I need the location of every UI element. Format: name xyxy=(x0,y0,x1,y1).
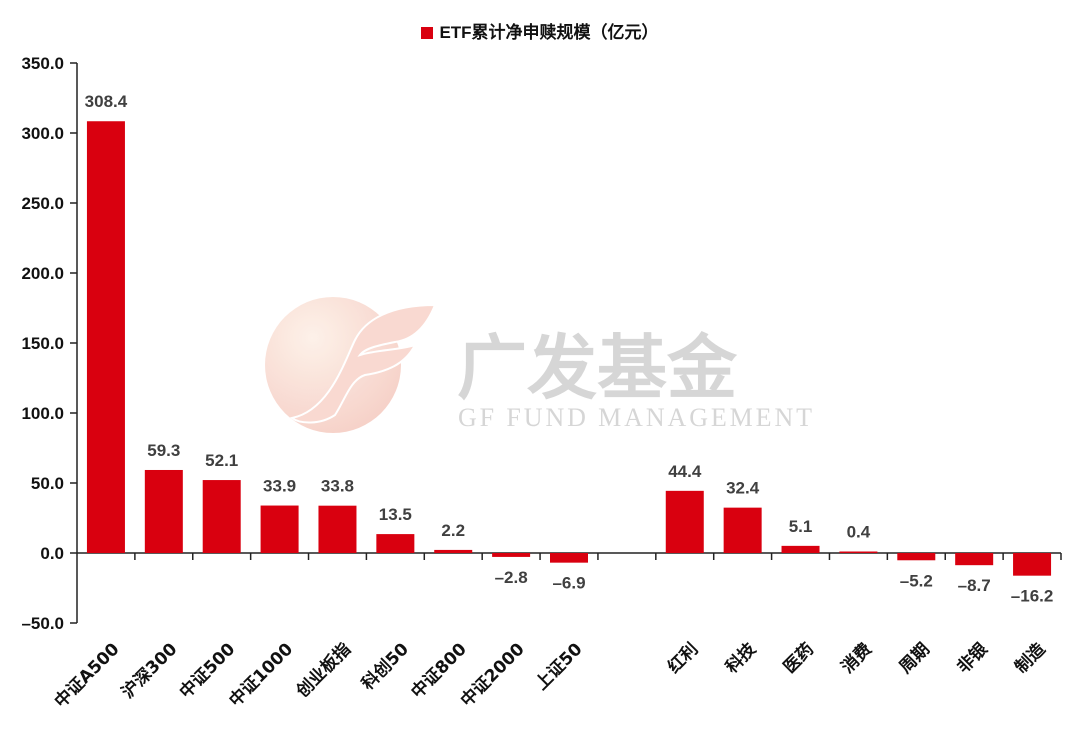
bar xyxy=(955,553,994,566)
data-label: –6.9 xyxy=(552,574,585,593)
bar xyxy=(376,534,415,553)
y-tick-label: –50.0 xyxy=(21,614,64,633)
x-category-label: 医药 xyxy=(779,639,818,678)
y-tick-label: 250.0 xyxy=(21,194,64,213)
watermark-cn-text: 广发基金 xyxy=(457,327,738,409)
data-label: –8.7 xyxy=(958,576,991,595)
y-tick-label: 150.0 xyxy=(21,334,64,353)
x-category-label: 创业板指 xyxy=(291,639,355,703)
x-category-label: 消费 xyxy=(837,639,876,678)
bar xyxy=(839,551,878,553)
data-label: 52.1 xyxy=(205,451,238,470)
y-tick-label: 200.0 xyxy=(21,264,64,283)
data-label: 13.5 xyxy=(379,505,412,524)
y-tick-label: 350.0 xyxy=(21,54,64,73)
data-label: 33.8 xyxy=(321,477,354,496)
x-category-label: 中证2000 xyxy=(456,639,528,711)
bar xyxy=(897,553,936,561)
y-tick-label: 50.0 xyxy=(31,474,64,493)
x-category-label: 上证50 xyxy=(532,639,587,694)
bar xyxy=(723,507,762,553)
data-label: 2.2 xyxy=(441,521,465,540)
data-label: –16.2 xyxy=(1011,587,1054,606)
bar xyxy=(260,505,299,553)
bar xyxy=(665,490,704,553)
x-category-label: 周期 xyxy=(896,639,934,677)
bar xyxy=(1013,553,1052,576)
chart-legend: ETF累计净申赎规模（亿元） xyxy=(0,18,1080,43)
bar xyxy=(434,549,473,553)
x-category-label: 沪深300 xyxy=(117,639,181,703)
data-label: 33.9 xyxy=(263,477,296,496)
data-label: 0.4 xyxy=(847,523,871,542)
data-label: 308.4 xyxy=(85,92,128,111)
x-category-label: 中证1000 xyxy=(225,639,297,711)
data-label: 32.4 xyxy=(726,479,760,498)
data-label: 59.3 xyxy=(147,441,180,460)
data-label: 44.4 xyxy=(668,462,702,481)
x-category-label: 制造 xyxy=(1011,638,1051,678)
x-category-label: 中证A500 xyxy=(50,639,123,712)
x-category-label: 科技 xyxy=(721,638,761,678)
y-tick-label: 0.0 xyxy=(40,544,64,563)
legend-label: ETF累计净申赎规模（亿元） xyxy=(439,23,659,42)
logo-f-icon xyxy=(289,303,437,424)
bar xyxy=(550,553,588,563)
bar xyxy=(202,480,241,553)
watermark-en-text: GF FUND MANAGEMENT xyxy=(458,403,812,432)
data-label: –5.2 xyxy=(900,571,933,590)
data-label: 5.1 xyxy=(789,517,813,536)
x-category-label: 红利 xyxy=(663,639,702,678)
bar xyxy=(781,545,820,553)
data-label: –2.8 xyxy=(495,568,528,587)
legend-swatch xyxy=(421,27,434,39)
bar xyxy=(86,121,125,554)
bar xyxy=(144,469,183,553)
x-category-label: 科创50 xyxy=(357,639,413,695)
bar xyxy=(492,553,531,557)
y-tick-label: 300.0 xyxy=(21,124,64,143)
bar xyxy=(318,505,357,553)
x-category-label: 非银 xyxy=(953,638,993,678)
gf-fund-watermark: 广发基金 GF FUND MANAGEMENT xyxy=(265,297,812,433)
y-tick-label: 100.0 xyxy=(21,404,64,423)
